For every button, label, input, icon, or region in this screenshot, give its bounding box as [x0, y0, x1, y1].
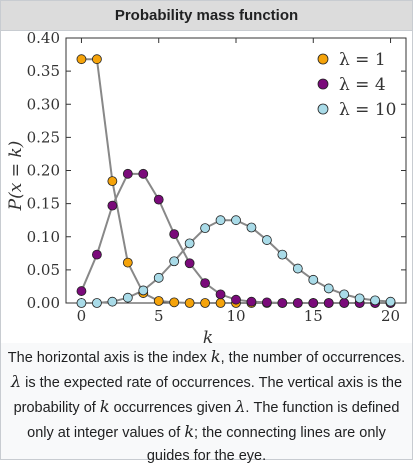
legend-label: λ = 4 — [339, 75, 386, 95]
data-point — [370, 295, 380, 306]
x-tick-label: 5 — [154, 307, 164, 325]
x-axis-label: k — [203, 328, 213, 343]
caption-text: is the expected rate of occurrences. The… — [13, 375, 403, 416]
y-tick-label: 0.40 — [27, 31, 60, 47]
data-point — [92, 249, 102, 260]
data-point — [153, 194, 164, 205]
data-point — [122, 292, 133, 303]
y-tick-label: 0.05 — [27, 261, 60, 279]
data-point — [76, 54, 87, 65]
caption-symbol-k: k — [184, 422, 195, 441]
data-point — [292, 263, 303, 274]
data-point — [339, 289, 350, 300]
data-point — [231, 294, 241, 305]
data-point — [200, 223, 210, 234]
data-point — [246, 222, 257, 233]
data-point — [323, 283, 334, 294]
data-point — [92, 298, 102, 308]
data-point — [262, 235, 272, 245]
data-point — [153, 296, 164, 306]
data-point — [107, 176, 118, 187]
caption-symbol-k: k — [99, 397, 110, 416]
y-tick-label: 0.00 — [27, 294, 60, 312]
y-tick-label: 0.35 — [27, 62, 60, 80]
data-point — [277, 249, 288, 260]
x-tick-label: 10 — [226, 307, 245, 325]
data-point — [200, 298, 210, 308]
data-point — [308, 298, 319, 308]
caption-text: The horizontal axis is the index — [7, 350, 211, 366]
caption-text: , the number of occurrences. — [220, 350, 406, 366]
data-point — [107, 200, 118, 211]
caption-symbol-lambda: λ — [10, 372, 22, 391]
data-point — [246, 296, 257, 307]
legend-marker — [317, 53, 329, 65]
y-tick-label: 0.25 — [27, 128, 60, 146]
data-point — [292, 298, 303, 308]
x-tick-label: 0 — [77, 307, 87, 325]
figure-title: Probability mass function — [1, 1, 412, 31]
data-point — [231, 215, 241, 226]
series-line — [80, 172, 391, 304]
legend-marker — [317, 78, 329, 90]
caption-symbol-k: k — [210, 347, 221, 366]
data-point — [138, 285, 149, 296]
data-point — [184, 298, 195, 308]
data-point — [76, 286, 87, 296]
data-point — [385, 296, 396, 307]
legend-label: λ = 10 — [339, 100, 396, 120]
x-tick-label: 20 — [381, 307, 400, 325]
data-point — [169, 297, 180, 308]
figure-caption: The horizontal axis is the index k, the … — [1, 343, 412, 464]
y-tick-label: 0.30 — [27, 95, 60, 113]
data-point — [308, 274, 319, 285]
data-point — [184, 258, 195, 269]
data-point — [153, 272, 164, 283]
y-axis-label: P(x = k) — [6, 141, 26, 212]
data-point — [92, 54, 102, 65]
data-point — [354, 293, 365, 304]
chart-container: 0.00 0.05 0.10 0.15 0.20 0.25 0.30 0.35 0.40 0 5 10… — [1, 31, 412, 343]
legend-marker — [317, 103, 329, 115]
data-point — [339, 298, 350, 308]
data-point — [184, 238, 195, 249]
data-point — [138, 168, 149, 179]
data-point — [200, 278, 210, 289]
y-tick-label: 0.20 — [27, 162, 60, 180]
data-point — [277, 298, 288, 308]
data-point — [107, 296, 118, 307]
legend-label: λ = 1 — [339, 50, 386, 70]
caption-text: occurrences given — [109, 400, 236, 416]
caption-text: . The function is defined only at intege… — [27, 400, 400, 441]
caption-symbol-lambda: λ — [235, 397, 246, 416]
data-point — [215, 289, 226, 300]
x-tick-label: 15 — [304, 307, 323, 325]
y-tick-label: 0.10 — [27, 228, 60, 246]
pmf-chart: 0.00 0.05 0.10 0.15 0.20 0.25 0.30 0.35 0.40 0 5 10… — [6, 31, 407, 343]
data-point — [262, 297, 272, 308]
data-point — [169, 229, 180, 240]
y-tick-label: 0.15 — [27, 195, 60, 213]
data-point — [76, 298, 87, 308]
data-point — [215, 215, 226, 226]
data-point — [169, 256, 180, 267]
data-point — [122, 168, 133, 179]
data-point — [323, 298, 334, 308]
data-point — [122, 257, 133, 268]
data-point — [215, 298, 226, 308]
